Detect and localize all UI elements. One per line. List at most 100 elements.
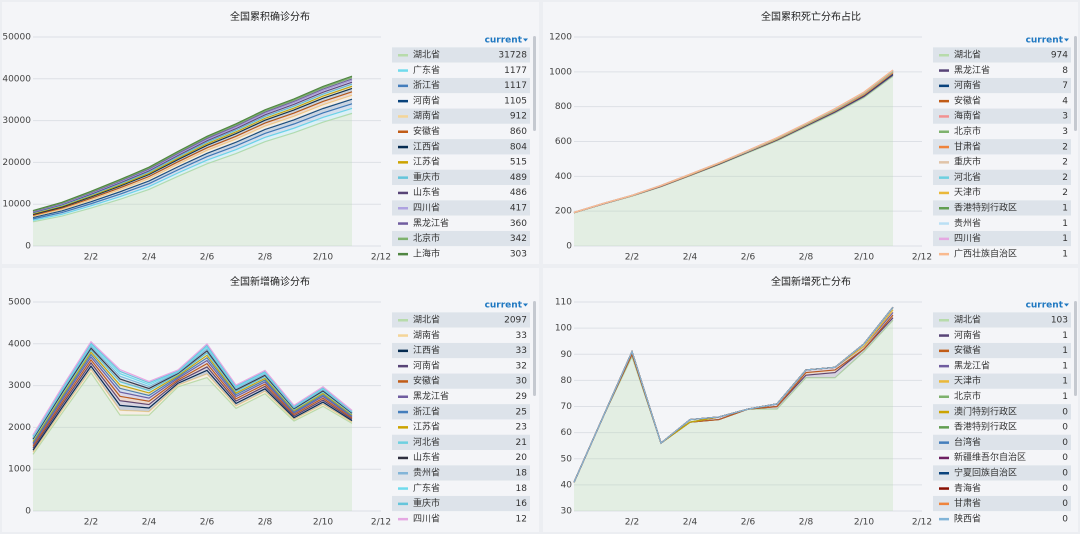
legend-row[interactable]	[392, 62, 530, 78]
legend-row[interactable]	[933, 108, 1071, 124]
legend-name[interactable]: 陕西省	[954, 512, 981, 524]
legend-name[interactable]: 宁夏回族自治区	[954, 467, 1017, 479]
legend-name[interactable]: 香港特别行政区	[954, 202, 1017, 214]
legend-row[interactable]	[933, 154, 1071, 170]
legend-name[interactable]: 江西省	[413, 140, 440, 152]
scrollbar[interactable]	[1074, 36, 1077, 131]
legend-name[interactable]: 河南省	[954, 329, 981, 341]
legend-row[interactable]	[933, 419, 1071, 435]
legend-name[interactable]: 贵州省	[413, 467, 440, 479]
legend-row[interactable]	[392, 450, 530, 466]
legend-row[interactable]	[933, 62, 1071, 78]
legend-row[interactable]	[392, 169, 530, 186]
legend-name[interactable]: 黑龙江省	[954, 64, 990, 76]
legend-name[interactable]: 江苏省	[413, 421, 440, 433]
legend-row[interactable]	[933, 123, 1071, 140]
legend-name[interactable]: 湖南省	[413, 110, 440, 122]
legend-header[interactable]: current	[485, 301, 523, 311]
legend-name[interactable]: 天津市	[954, 186, 981, 198]
legend-row[interactable]	[933, 495, 1071, 512]
legend-row[interactable]	[392, 388, 530, 405]
legend-name[interactable]: 山东省	[413, 451, 440, 463]
legend-name[interactable]: 台湾省	[954, 436, 981, 448]
legend-row[interactable]	[392, 419, 530, 435]
legend-row[interactable]	[933, 434, 1071, 451]
legend-name[interactable]: 甘肃省	[954, 140, 981, 152]
legend-row[interactable]	[933, 230, 1071, 247]
legend-name[interactable]: 湖北省	[413, 314, 440, 326]
legend-row[interactable]	[392, 480, 530, 496]
legend-header[interactable]: current	[1026, 301, 1064, 311]
legend-row[interactable]	[392, 77, 530, 94]
legend-row[interactable]	[392, 312, 530, 328]
legend-name[interactable]: 江苏省	[413, 156, 440, 168]
legend-header[interactable]: current	[485, 36, 523, 46]
legend-row[interactable]	[933, 139, 1071, 155]
legend-name[interactable]: 重庆市	[413, 171, 440, 183]
legend-row[interactable]	[392, 511, 530, 527]
legend-name[interactable]: 安徽省	[413, 375, 440, 387]
legend-name[interactable]: 河南省	[954, 79, 981, 91]
scrollbar[interactable]	[533, 36, 536, 131]
legend-name[interactable]: 安徽省	[954, 344, 981, 356]
legend-name[interactable]: 青海省	[954, 482, 981, 494]
legend-row[interactable]	[933, 388, 1071, 405]
legend-row[interactable]	[933, 358, 1071, 374]
legend-row[interactable]	[392, 342, 530, 359]
sort-arrow[interactable]	[1064, 38, 1069, 42]
legend-row[interactable]	[392, 139, 530, 155]
legend-row[interactable]	[933, 47, 1071, 63]
legend-name[interactable]: 浙江省	[413, 405, 440, 417]
legend-row[interactable]	[392, 358, 530, 374]
legend-row[interactable]	[392, 93, 530, 109]
legend-name[interactable]: 北京市	[954, 390, 981, 402]
legend-row[interactable]	[933, 185, 1071, 201]
legend-row[interactable]	[933, 373, 1071, 389]
legend-name[interactable]: 黑龙江省	[954, 359, 990, 371]
legend-name[interactable]: 北京市	[413, 232, 440, 244]
legend-name[interactable]: 浙江省	[413, 79, 440, 91]
legend-row[interactable]	[392, 373, 530, 389]
legend-row[interactable]	[933, 450, 1071, 466]
legend-name[interactable]: 广西壮族自治区	[954, 247, 1017, 259]
legend-row[interactable]	[392, 123, 530, 140]
legend-row[interactable]	[933, 93, 1071, 109]
legend-row[interactable]	[933, 200, 1071, 216]
legend-row[interactable]	[392, 495, 530, 512]
legend-name[interactable]: 安徽省	[413, 125, 440, 137]
sort-arrow[interactable]	[1064, 303, 1069, 307]
legend-name[interactable]: 重庆市	[413, 497, 440, 509]
legend-row[interactable]	[392, 200, 530, 216]
legend-row[interactable]	[392, 465, 530, 481]
legend-row[interactable]	[933, 511, 1071, 527]
legend-row[interactable]	[933, 480, 1071, 496]
legend-name[interactable]: 河南省	[413, 94, 440, 106]
legend-name[interactable]: 湖南省	[413, 329, 440, 341]
legend-name[interactable]: 湖北省	[954, 314, 981, 326]
legend-name[interactable]: 上海市	[413, 247, 440, 259]
legend-name[interactable]: 湖北省	[413, 49, 440, 61]
legend-row[interactable]	[392, 327, 530, 343]
legend-name[interactable]: 河北省	[954, 171, 981, 183]
legend-name[interactable]: 四川省	[954, 232, 981, 244]
legend-row[interactable]	[392, 246, 530, 262]
legend-name[interactable]: 河北省	[413, 436, 440, 448]
legend-row[interactable]	[933, 169, 1071, 186]
legend-name[interactable]: 重庆市	[954, 156, 981, 168]
legend-name[interactable]: 甘肃省	[954, 497, 981, 509]
legend-row[interactable]	[933, 246, 1071, 262]
legend-name[interactable]: 北京市	[954, 125, 981, 137]
legend-name[interactable]: 香港特别行政区	[954, 421, 1017, 433]
legend-row[interactable]	[933, 342, 1071, 359]
legend-row[interactable]	[392, 404, 530, 420]
legend-name[interactable]: 广东省	[413, 64, 440, 76]
legend-name[interactable]: 海南省	[954, 110, 981, 122]
legend-name[interactable]: 广东省	[413, 482, 440, 494]
scrollbar[interactable]	[533, 301, 536, 396]
legend-row[interactable]	[933, 465, 1071, 481]
legend-name[interactable]: 贵州省	[954, 217, 981, 229]
legend-name[interactable]: 黑龙江省	[413, 390, 449, 402]
legend-name[interactable]: 安徽省	[954, 94, 981, 106]
legend-name[interactable]: 天津市	[954, 375, 981, 387]
legend-name[interactable]: 江西省	[413, 344, 440, 356]
